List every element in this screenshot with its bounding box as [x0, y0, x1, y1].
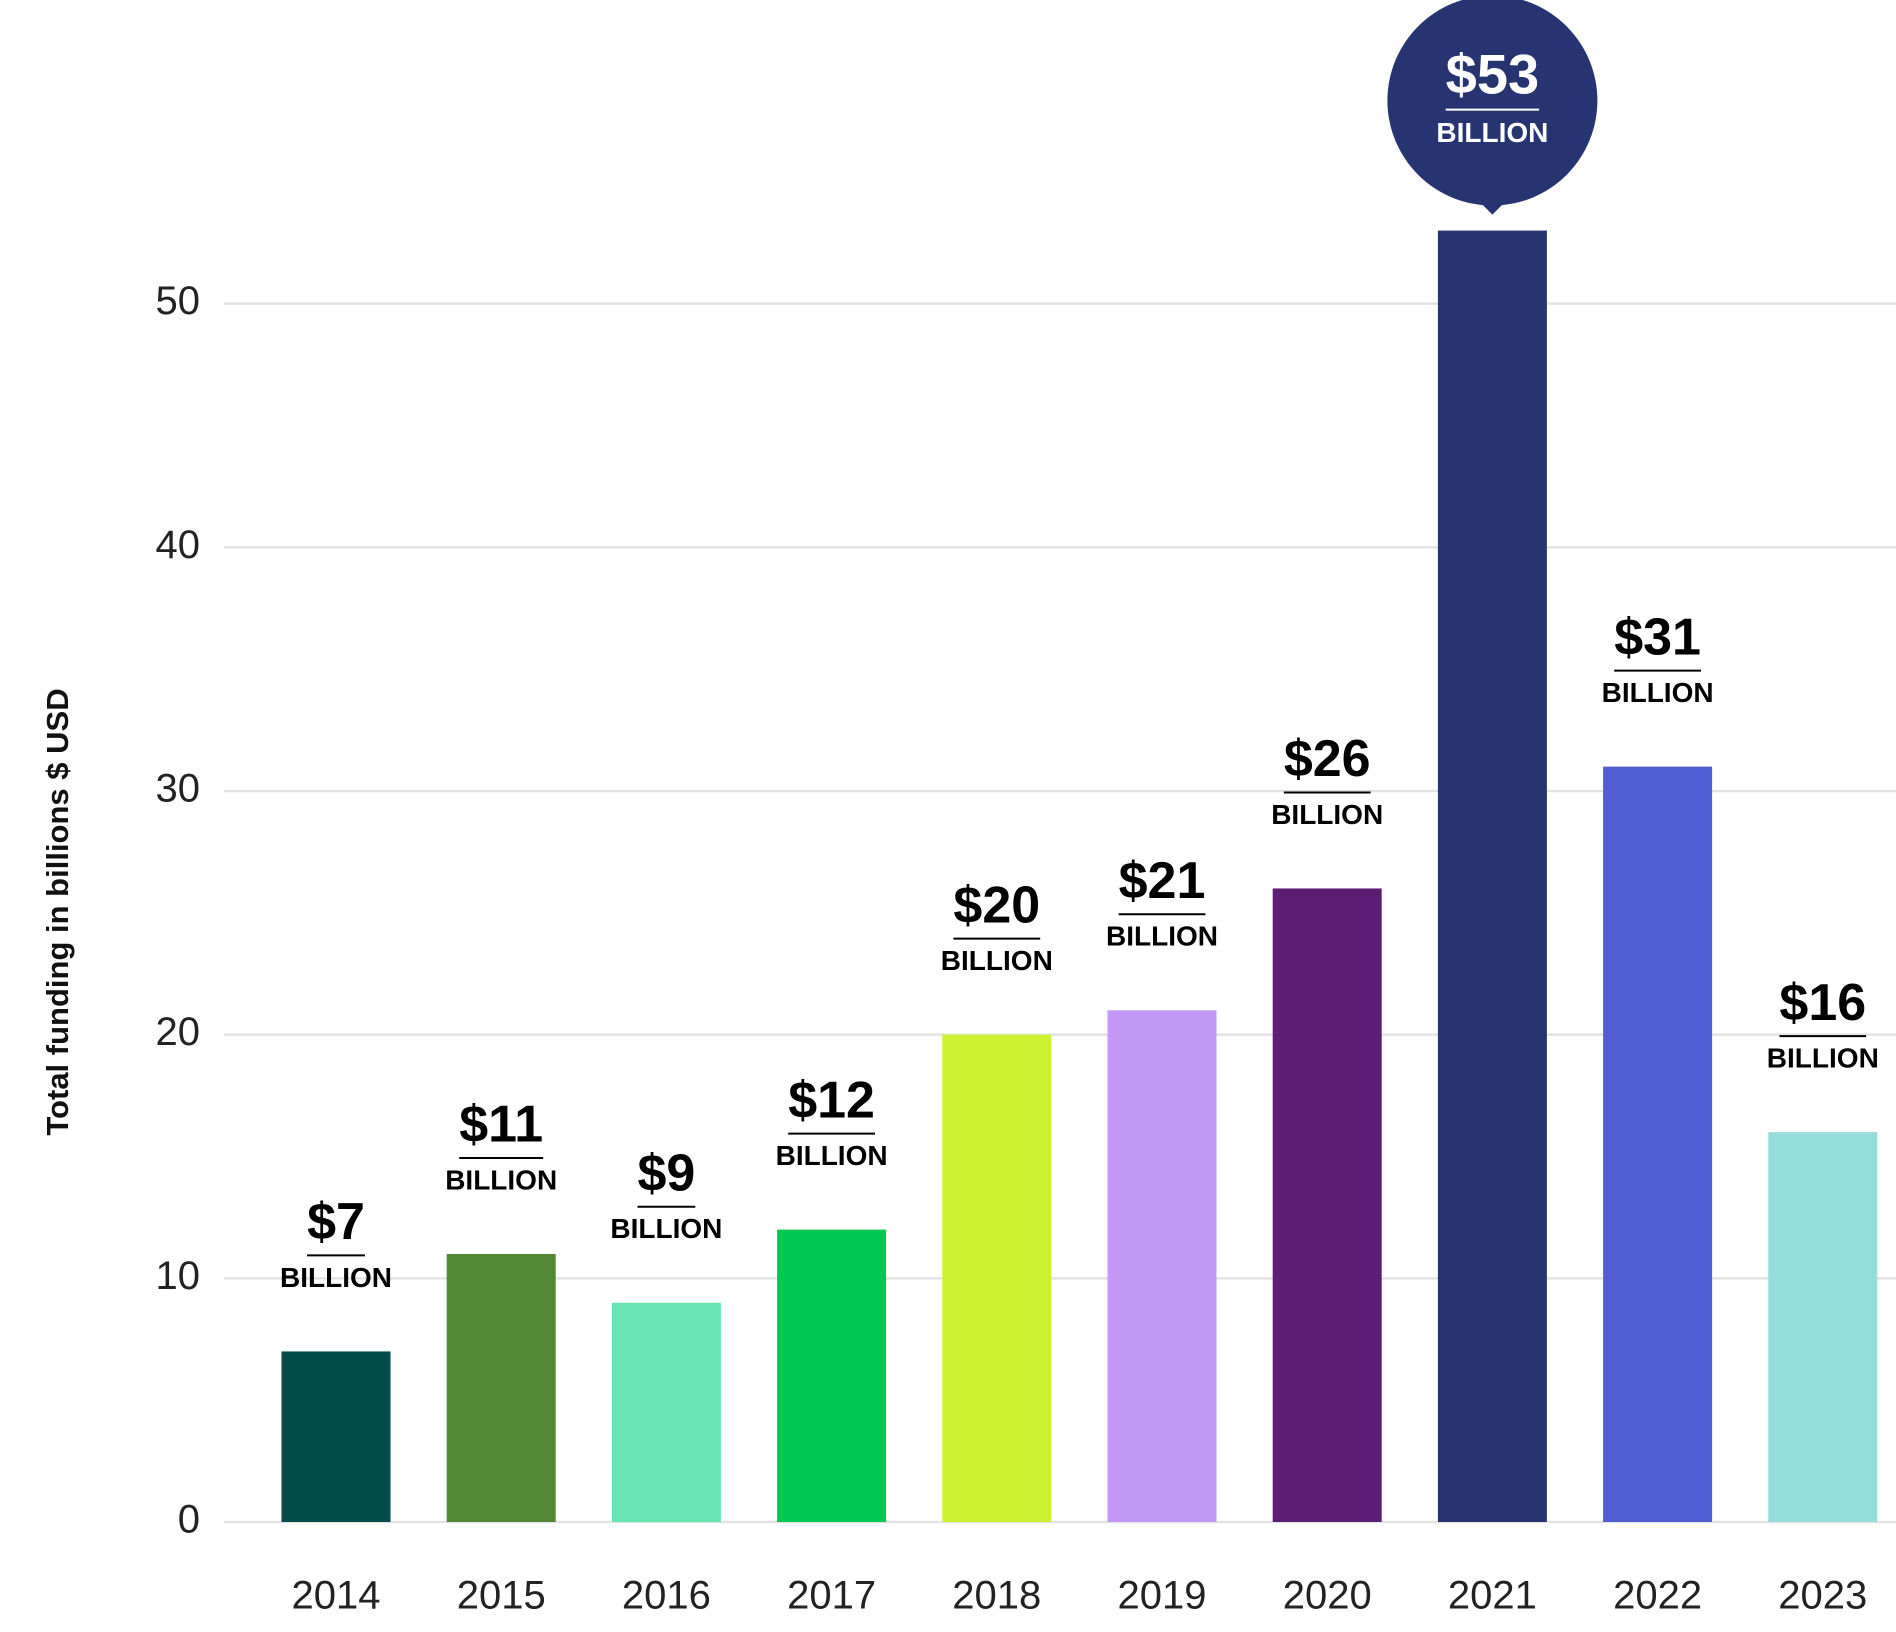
value-label-unit: BILLION	[776, 1140, 888, 1171]
value-label-unit: BILLION	[445, 1164, 557, 1195]
y-tick-label: 10	[156, 1254, 201, 1298]
x-tick-label: 2014	[292, 1574, 381, 1618]
bar	[777, 1229, 887, 1522]
bar	[1272, 888, 1382, 1522]
bar	[1107, 1010, 1217, 1522]
callout-pointer	[1478, 200, 1507, 215]
bar	[1603, 766, 1713, 1522]
x-tick-label: 2023	[1778, 1574, 1867, 1618]
value-label: $21	[1119, 852, 1206, 910]
y-tick-label: 50	[156, 279, 201, 323]
bar	[446, 1253, 556, 1522]
value-label: $16	[1779, 974, 1866, 1032]
callout-bubble	[1387, 0, 1598, 206]
value-label-unit: BILLION	[1602, 677, 1714, 708]
x-tick-label: 2017	[787, 1574, 876, 1618]
value-label: $9	[637, 1144, 695, 1202]
y-tick-label: 30	[156, 767, 201, 811]
y-tick-label: 40	[156, 523, 201, 567]
value-label: $20	[953, 876, 1040, 934]
value-label-unit: BILLION	[610, 1213, 722, 1244]
bar	[1768, 1132, 1878, 1522]
x-tick-label: 2020	[1283, 1574, 1372, 1618]
bar	[611, 1302, 721, 1522]
value-label: $12	[788, 1071, 875, 1129]
value-label: $7	[307, 1193, 365, 1251]
x-tick-label: 2016	[622, 1574, 711, 1618]
y-tick-label: 20	[156, 1010, 201, 1054]
value-label-unit: BILLION	[280, 1262, 392, 1293]
x-tick-label: 2022	[1613, 1574, 1702, 1618]
x-tick-label: 2015	[457, 1574, 546, 1618]
value-label: $11	[459, 1096, 543, 1154]
value-label-unit: BILLION	[1271, 799, 1383, 830]
bar	[942, 1034, 1052, 1522]
bar	[281, 1351, 391, 1522]
value-label-unit: BILLION	[1436, 117, 1548, 148]
x-tick-label: 2018	[952, 1574, 1041, 1618]
value-label: $31	[1614, 608, 1701, 666]
y-axis-title: Total funding in billions $ USD	[40, 688, 75, 1135]
value-label-unit: BILLION	[941, 945, 1053, 976]
x-tick-label: 2021	[1448, 1574, 1537, 1618]
value-label-unit: BILLION	[1106, 921, 1218, 952]
y-tick-label: 0	[178, 1498, 200, 1542]
value-label-unit: BILLION	[1767, 1043, 1879, 1074]
value-label: $53	[1446, 42, 1539, 105]
x-tick-label: 2019	[1118, 1574, 1207, 1618]
bar	[1437, 230, 1547, 1523]
value-label: $26	[1284, 730, 1371, 788]
